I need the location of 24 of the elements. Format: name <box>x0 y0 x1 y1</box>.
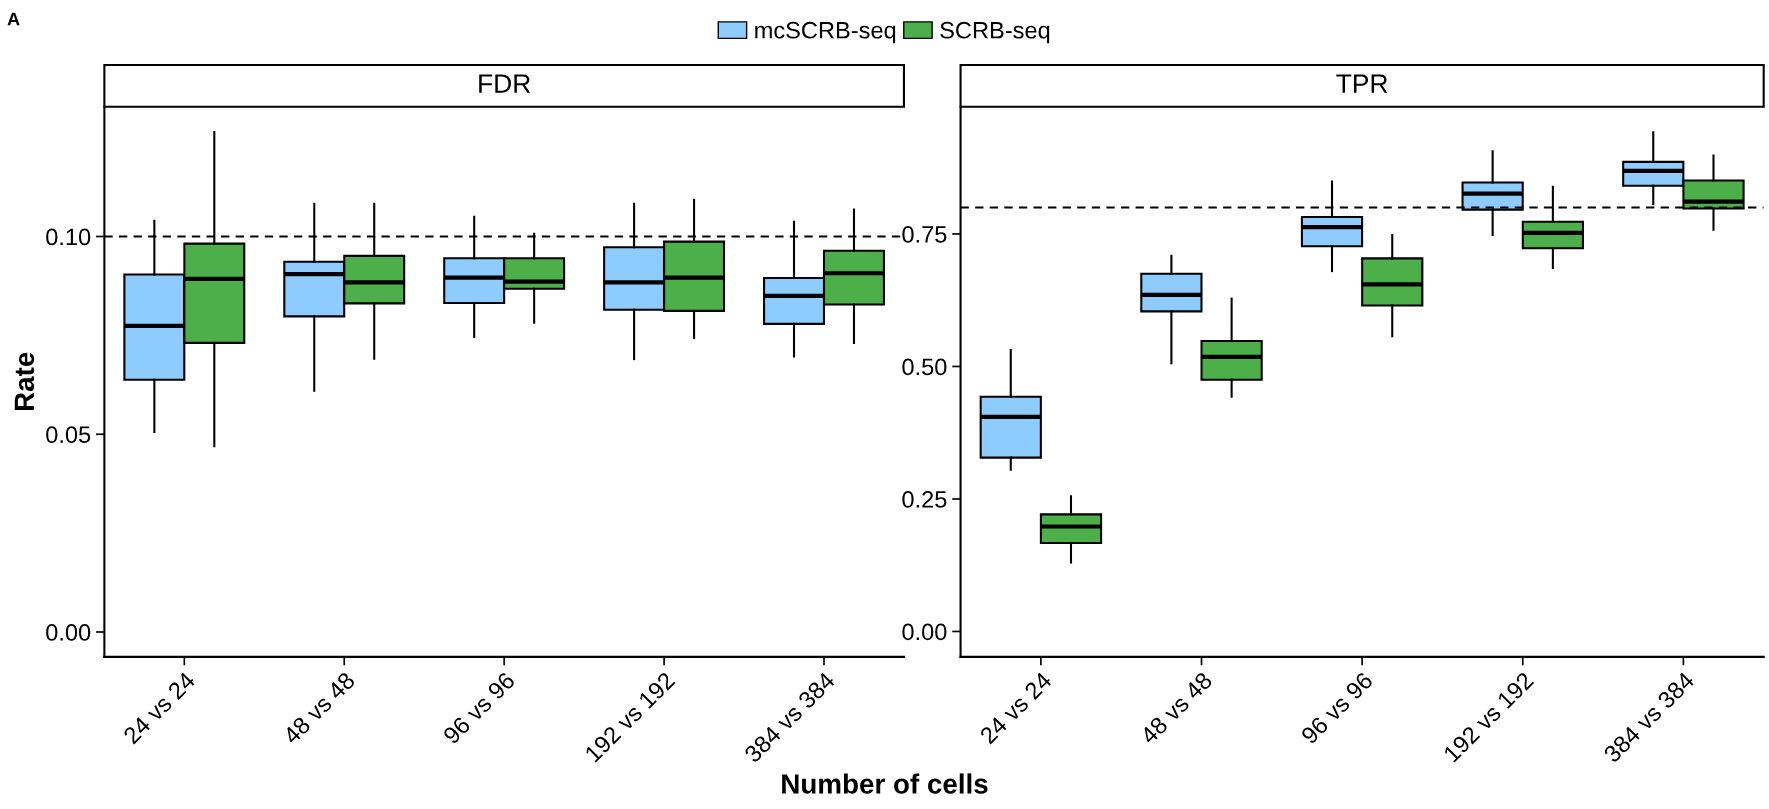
y-tick-label: 0.75 <box>902 226 947 243</box>
x-tick-label: 384 vs 384 <box>1602 671 1696 764</box>
x-tick-label: 192 vs 192 <box>584 671 676 763</box>
x-tick-label: 96 vs 96 <box>442 671 516 745</box>
chart-title: FDR <box>479 74 531 93</box>
x-tick-label: 96 vs 96 <box>1300 671 1374 745</box>
y-tick-label: 0.10 <box>46 228 91 246</box>
y-tick-label: 0.25 <box>902 491 947 508</box>
text: A <box>7 12 20 26</box>
x-tick-label: 48 vs 48 <box>281 671 356 746</box>
legend-label: mcSCRB-seq <box>755 21 896 44</box>
x-tick-label: 48 vs 48 <box>1139 671 1214 746</box>
x-axis-title: Number of cells <box>782 773 988 794</box>
x-tick-label: 384 vs 384 <box>743 671 836 764</box>
x-tick-label: 24 vs 24 <box>979 671 1053 745</box>
y-axis-title: Rate <box>14 352 35 411</box>
x-tick-label: 192 vs 192 <box>1442 671 1535 763</box>
y-tick-label: 0.50 <box>902 358 947 376</box>
legend-label: SCRB-seq <box>940 21 1050 44</box>
chart-title: TPR <box>1336 74 1388 93</box>
y-tick-label: 0.05 <box>46 426 91 444</box>
y-tick-label: 0.00 <box>902 623 947 641</box>
x-tick-label: 24 vs 24 <box>122 671 197 745</box>
y-tick-label: 0.00 <box>46 624 91 641</box>
